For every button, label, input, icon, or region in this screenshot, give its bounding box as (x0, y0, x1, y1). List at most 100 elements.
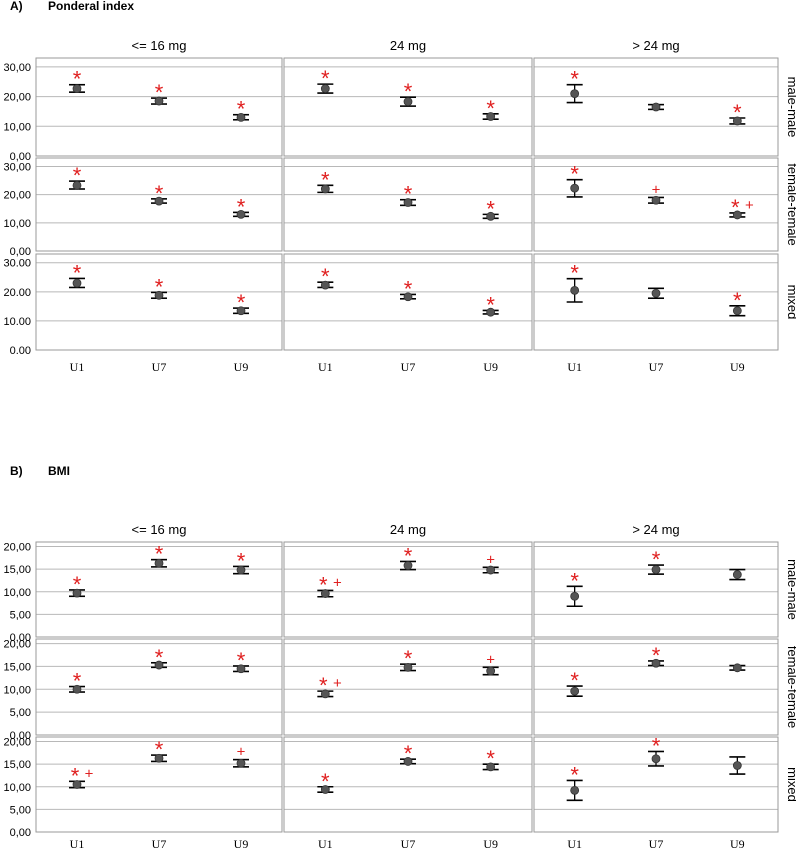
mean-point (236, 306, 246, 316)
mean-point (72, 588, 82, 598)
y-tick-label: 30,00 (3, 161, 31, 173)
significance-star: * (321, 769, 330, 794)
panel-title: BMI (48, 464, 70, 478)
x-tick-label: U7 (152, 837, 167, 850)
mean-point (320, 689, 330, 699)
x-tick-label: U1 (70, 360, 85, 374)
row-title: female-female (785, 646, 796, 728)
mean-point (732, 570, 742, 579)
x-tick-label: U9 (730, 360, 745, 374)
y-tick-label: 20,00 (3, 190, 31, 202)
significance-star: * (570, 668, 579, 693)
x-tick-label: U1 (567, 837, 582, 850)
significance-plus: + (486, 651, 495, 668)
y-tick-label: 0.00 (10, 345, 31, 357)
cell-frame (283, 253, 533, 351)
x-tick-label: U1 (318, 837, 333, 850)
significance-star: * (155, 542, 164, 567)
significance-star: * (652, 643, 661, 668)
column-title: > 24 mg (632, 38, 679, 53)
cell-frame (35, 736, 283, 833)
y-tick-label: 0,00 (10, 730, 31, 742)
y-tick-label: 10,00 (3, 121, 31, 133)
x-tick-label: U7 (401, 360, 416, 374)
mean-point (486, 307, 496, 317)
mean-point (651, 288, 661, 298)
y-tick-label: 0,00 (10, 246, 31, 258)
mean-point (320, 785, 330, 794)
significance-star: * (652, 547, 661, 572)
significance-star: * (321, 167, 330, 192)
significance-star: * (319, 673, 328, 698)
column-title: 24 mg (390, 522, 426, 537)
mean-point (154, 558, 164, 568)
x-tick-label: U9 (234, 360, 249, 374)
mean-point (570, 591, 580, 601)
cell-frame (283, 736, 533, 833)
significance-plus: + (652, 181, 661, 198)
significance-plus: + (745, 197, 754, 214)
y-tick-label: 5,00 (10, 707, 31, 719)
significance-star: * (73, 260, 82, 285)
cell-frame (283, 541, 533, 638)
y-tick-label: 5,00 (10, 804, 31, 816)
significance-star: * (73, 572, 82, 597)
x-tick-label: U9 (483, 360, 498, 374)
mean-point (570, 686, 580, 696)
cell-frame (533, 736, 779, 833)
y-tick-label: 0,00 (10, 151, 31, 163)
cell-frame (533, 157, 779, 252)
y-tick-label: 15,00 (3, 564, 31, 576)
significance-star: * (155, 181, 164, 206)
row-title: mixed (785, 767, 796, 802)
significance-star: * (486, 196, 495, 221)
panel-label: B) (10, 464, 23, 478)
cell-frame (35, 157, 283, 252)
mean-point (72, 180, 82, 190)
mean-point (154, 290, 164, 300)
significance-star: * (73, 67, 82, 92)
significance-star: * (733, 288, 742, 313)
y-tick-label: 10,00 (3, 782, 31, 794)
mean-point (320, 184, 330, 194)
significance-star: * (71, 763, 80, 788)
significance-star: * (321, 264, 330, 289)
mean-point (732, 761, 742, 770)
y-tick-label: 10.00 (3, 316, 31, 328)
y-tick-label: 30.00 (3, 258, 31, 270)
mean-point (236, 209, 246, 219)
significance-star: * (570, 261, 579, 286)
mean-point (154, 96, 164, 106)
mean-point (320, 280, 330, 290)
mean-point (651, 754, 661, 764)
significance-star: * (570, 67, 579, 92)
mean-point (486, 565, 496, 575)
x-tick-label: U1 (70, 837, 85, 850)
mean-point (154, 196, 164, 206)
x-tick-label: U1 (318, 360, 333, 374)
mean-point (651, 658, 661, 668)
mean-point (320, 589, 330, 598)
cell-frame (35, 541, 283, 638)
x-tick-label: U9 (730, 837, 745, 850)
y-tick-label: 15,00 (3, 661, 31, 673)
x-tick-label: U9 (483, 837, 498, 850)
significance-star: * (570, 162, 579, 187)
mean-point (732, 116, 742, 126)
mean-point (403, 561, 413, 570)
y-tick-label: 10,00 (3, 218, 31, 230)
significance-star: * (731, 195, 740, 220)
mean-point (320, 84, 330, 93)
significance-star: * (652, 733, 661, 758)
mean-point (236, 758, 246, 768)
cell-frame (35, 253, 283, 351)
significance-plus: + (85, 765, 94, 782)
significance-plus: + (486, 551, 495, 568)
column-title: > 24 mg (632, 522, 679, 537)
significance-star: * (319, 572, 328, 597)
significance-star: * (404, 543, 413, 568)
y-tick-label: 20,00 (3, 639, 31, 651)
mean-point (651, 195, 661, 205)
mean-point (570, 183, 580, 193)
